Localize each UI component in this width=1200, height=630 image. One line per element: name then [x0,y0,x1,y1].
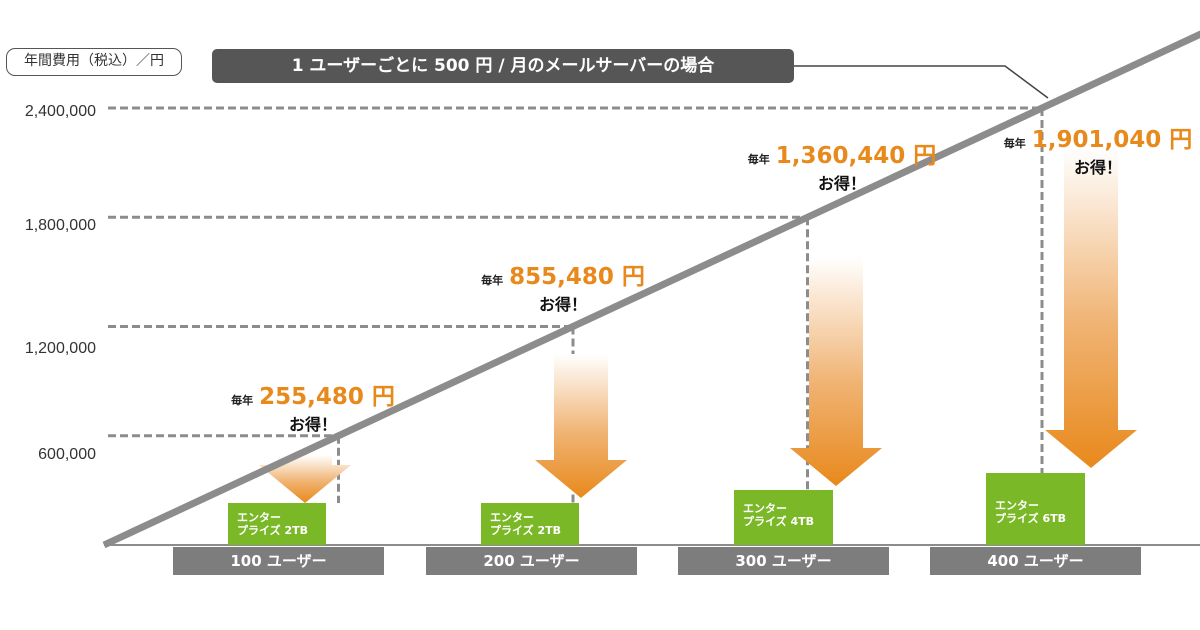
product-box: エンター プライズ 4TB [734,490,833,545]
savings-label: 毎年 1,360,440 円 お得！ [742,136,942,194]
savings-suffix: お得！ [538,295,587,314]
savings-prefix: 毎年 [1003,137,1026,150]
product-line2: プライズ 2TB [237,524,309,537]
product-line1: エンター [995,499,1039,512]
savings-suffix: お得！ [1073,158,1122,177]
product-line2: プライズ 2TB [490,524,562,537]
x-category-label: 400 ユーザー [930,547,1141,575]
savings-arrow [790,256,882,486]
x-category-label: 100 ユーザー [173,547,384,575]
product-line2: プライズ 6TB [995,512,1067,525]
savings-prefix: 毎年 [231,394,254,407]
x-category-label: 300 ユーザー [678,547,889,575]
savings-suffix: お得！ [288,415,337,434]
savings-arrow [259,455,351,503]
savings-prefix: 毎年 [747,153,770,166]
savings-arrow [535,353,627,498]
y-axis-unit-label: 年間費用（税込）／円 [6,48,182,76]
product-line2: プライズ 4TB [743,515,815,528]
savings-label: 毎年 855,480 円 お得！ [478,257,648,315]
product-line1: エンター [237,511,281,524]
y-tick-label: 600,000 [38,446,96,463]
cost-line [102,30,1200,549]
savings-amount: 1,360,440 円 [775,143,937,169]
y-tick-label: 1,200,000 [24,340,96,357]
savings-suffix: お得！ [817,174,866,193]
product-line1: エンター [490,511,534,524]
savings-prefix: 毎年 [481,274,504,287]
product-box: エンター プライズ 6TB [986,473,1085,545]
product-box: エンター プライズ 2TB [481,503,579,545]
product-line1: エンター [743,502,787,515]
y-tick-label: 1,800,000 [24,217,96,234]
y-tick-label: 2,400,000 [24,103,96,120]
savings-arrows [259,148,1137,503]
savings-arrow [1045,148,1137,468]
savings-amount: 1,901,040 円 [1031,127,1193,153]
savings-label: 毎年 255,480 円 お得！ [228,377,398,435]
savings-amount: 855,480 円 [509,264,645,290]
product-box: エンター プライズ 2TB [228,503,326,545]
title-leader-line [794,65,1049,99]
savings-label: 毎年 1,901,040 円 お得！ [1000,120,1196,178]
chart-title: 1 ユーザーごとに 500 円 / 月のメールサーバーの場合 [212,49,794,83]
x-category-label: 200 ユーザー [426,547,637,575]
savings-amount: 255,480 円 [259,384,395,410]
